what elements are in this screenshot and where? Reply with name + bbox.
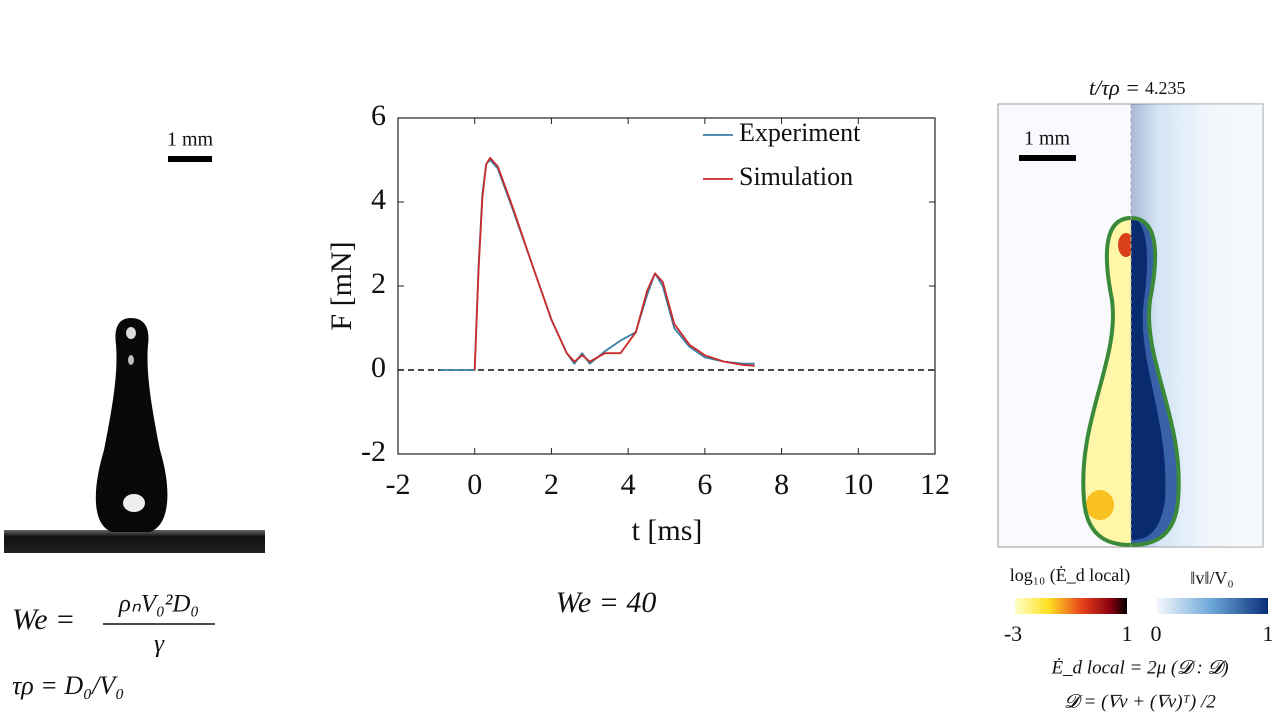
formula: ρₙV₀²D₀ <box>118 591 199 618</box>
legend-label: Experiment <box>739 118 861 147</box>
x-tick-label: 10 <box>843 468 873 501</box>
panel-title: t/τρ = <box>1089 75 1140 100</box>
dissipation-region <box>1083 218 1131 545</box>
x-tick-label: -2 <box>386 468 411 501</box>
colorbar-tick: 1 <box>1263 621 1274 646</box>
caption: We = 40 <box>556 586 657 619</box>
data-line <box>440 159 755 371</box>
panel-title-value: 4.235 <box>1145 78 1186 98</box>
formula: We = <box>12 603 75 636</box>
formula: γ <box>154 631 165 658</box>
scale-bar <box>1019 155 1076 161</box>
x-tick-label: 0 <box>467 468 482 501</box>
highlight <box>126 327 136 339</box>
scale-bar-label: 1 mm <box>1024 128 1071 150</box>
colorbar <box>1015 598 1127 614</box>
colorbar <box>1157 598 1268 614</box>
x-tick-label: 6 <box>697 468 712 501</box>
left-panel: 1 mm We = ρₙV₀²D₀ γ τρ = D₀/V₀ <box>4 129 265 700</box>
formula: τρ = D₀/V₀ <box>12 671 124 700</box>
x-tick-label: 2 <box>544 468 559 501</box>
velocity-core <box>1131 218 1166 540</box>
x-tick-label: 4 <box>621 468 636 501</box>
colorbar-tick: 0 <box>1151 621 1162 646</box>
formula: Ė_d local = 2μ (𝓓 : 𝓓) <box>1050 657 1228 678</box>
highlight <box>123 494 145 512</box>
y-axis-label: F [mN] <box>325 241 358 330</box>
y-tick-label: -2 <box>361 435 386 468</box>
chart: t [ms] F [mN] We = 40 -2 0 2 4 6 8 10 12 -2 0 2 4 6 E… <box>325 99 950 619</box>
right-panel: t/τρ = 4.235 1 mm log₁₀ (Ė_d local) ‖v‖/… <box>997 75 1274 712</box>
y-tick-label: 0 <box>371 351 386 384</box>
highlight <box>128 355 134 365</box>
dissipation-hotspot <box>1118 233 1131 257</box>
y-tick-label: 6 <box>371 99 386 132</box>
data-line <box>473 157 755 371</box>
scale-bar-label: 1 mm <box>167 129 214 151</box>
substrate <box>4 530 265 553</box>
x-tick-label: 12 <box>920 468 950 501</box>
x-axis-label: t [ms] <box>632 514 703 547</box>
x-tick-label: 8 <box>774 468 789 501</box>
dissipation-hotspot <box>1086 490 1114 520</box>
scale-bar <box>168 156 212 162</box>
formula: 𝓓 = (∇v + (∇v)ᵀ) /2 <box>1064 691 1216 712</box>
y-tick-label: 2 <box>371 267 386 300</box>
colorbar-tick: -3 <box>1004 621 1022 646</box>
legend-label: Simulation <box>739 162 853 191</box>
droplet <box>95 318 168 532</box>
colorbar-tick: 1 <box>1122 621 1133 646</box>
colorbar-label: ‖v‖/V₀ <box>1190 568 1233 588</box>
y-tick-label: 4 <box>371 183 386 216</box>
colorbar-label: log₁₀ (Ė_d local) <box>1010 565 1131 586</box>
